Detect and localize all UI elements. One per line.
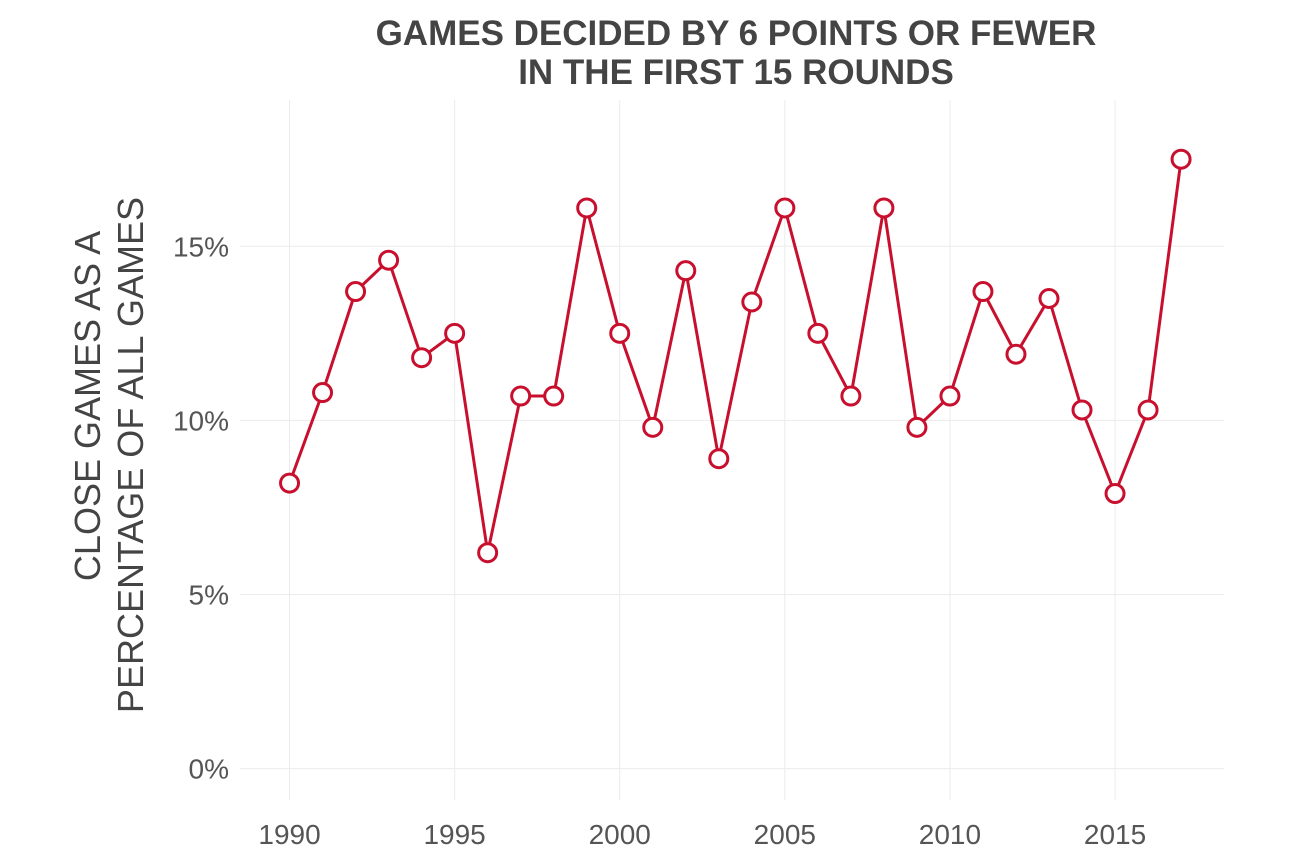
x-tick-label: 2010 [919, 819, 981, 850]
data-point [807, 322, 829, 344]
data-point [543, 385, 565, 407]
series-line [288, 159, 1183, 555]
chart-title-line-1: GAMES DECIDED BY 6 POINTS OR FEWER [376, 14, 1097, 53]
data-point [378, 249, 400, 271]
data-point [312, 382, 334, 404]
y-gridlines [240, 245, 1224, 770]
data-point [1071, 399, 1093, 421]
x-tick-label: 1990 [258, 819, 320, 850]
y-axis-label-line-2: PERCENTAGE OF ALL GAMES [110, 197, 151, 713]
data-point [906, 416, 928, 438]
data-point [1038, 288, 1060, 310]
data-point [1005, 343, 1027, 365]
data-point [675, 260, 697, 282]
data-point [642, 416, 664, 438]
x-tick-label: 2015 [1084, 819, 1146, 850]
y-tick-label: 0% [189, 754, 229, 785]
y-tick-labels: 0% 5% 10% 15% [173, 231, 229, 784]
y-tick-label: 10% [173, 405, 229, 436]
data-point [510, 385, 532, 407]
data-point [741, 291, 763, 313]
x-tick-label: 2000 [589, 819, 651, 850]
y-tick-label: 15% [173, 231, 229, 262]
data-point [444, 322, 466, 344]
data-point [708, 448, 730, 470]
x-tick-labels: 1990 1995 2000 2005 2010 2015 [258, 819, 1146, 850]
y-axis-label-line-1: CLOSE GAMES AS A [67, 231, 108, 581]
data-point [477, 542, 499, 564]
data-point [345, 281, 367, 303]
x-tick-label: 2005 [754, 819, 816, 850]
x-tick-label: 1995 [423, 819, 485, 850]
data-point [873, 197, 895, 219]
data-point [1104, 483, 1126, 505]
chart-title-line-2: IN THE FIRST 15 ROUNDS [518, 53, 954, 92]
data-point [939, 385, 961, 407]
data-point [279, 472, 301, 494]
data-point [1170, 148, 1192, 170]
data-point [972, 281, 994, 303]
data-point [411, 347, 433, 369]
data-point [840, 385, 862, 407]
series-layer [279, 148, 1192, 564]
data-point [774, 197, 796, 219]
data-point [576, 197, 598, 219]
x-gridlines [289, 100, 1116, 800]
data-point [1137, 399, 1159, 421]
data-point [609, 322, 631, 344]
y-tick-label: 5% [189, 580, 229, 611]
